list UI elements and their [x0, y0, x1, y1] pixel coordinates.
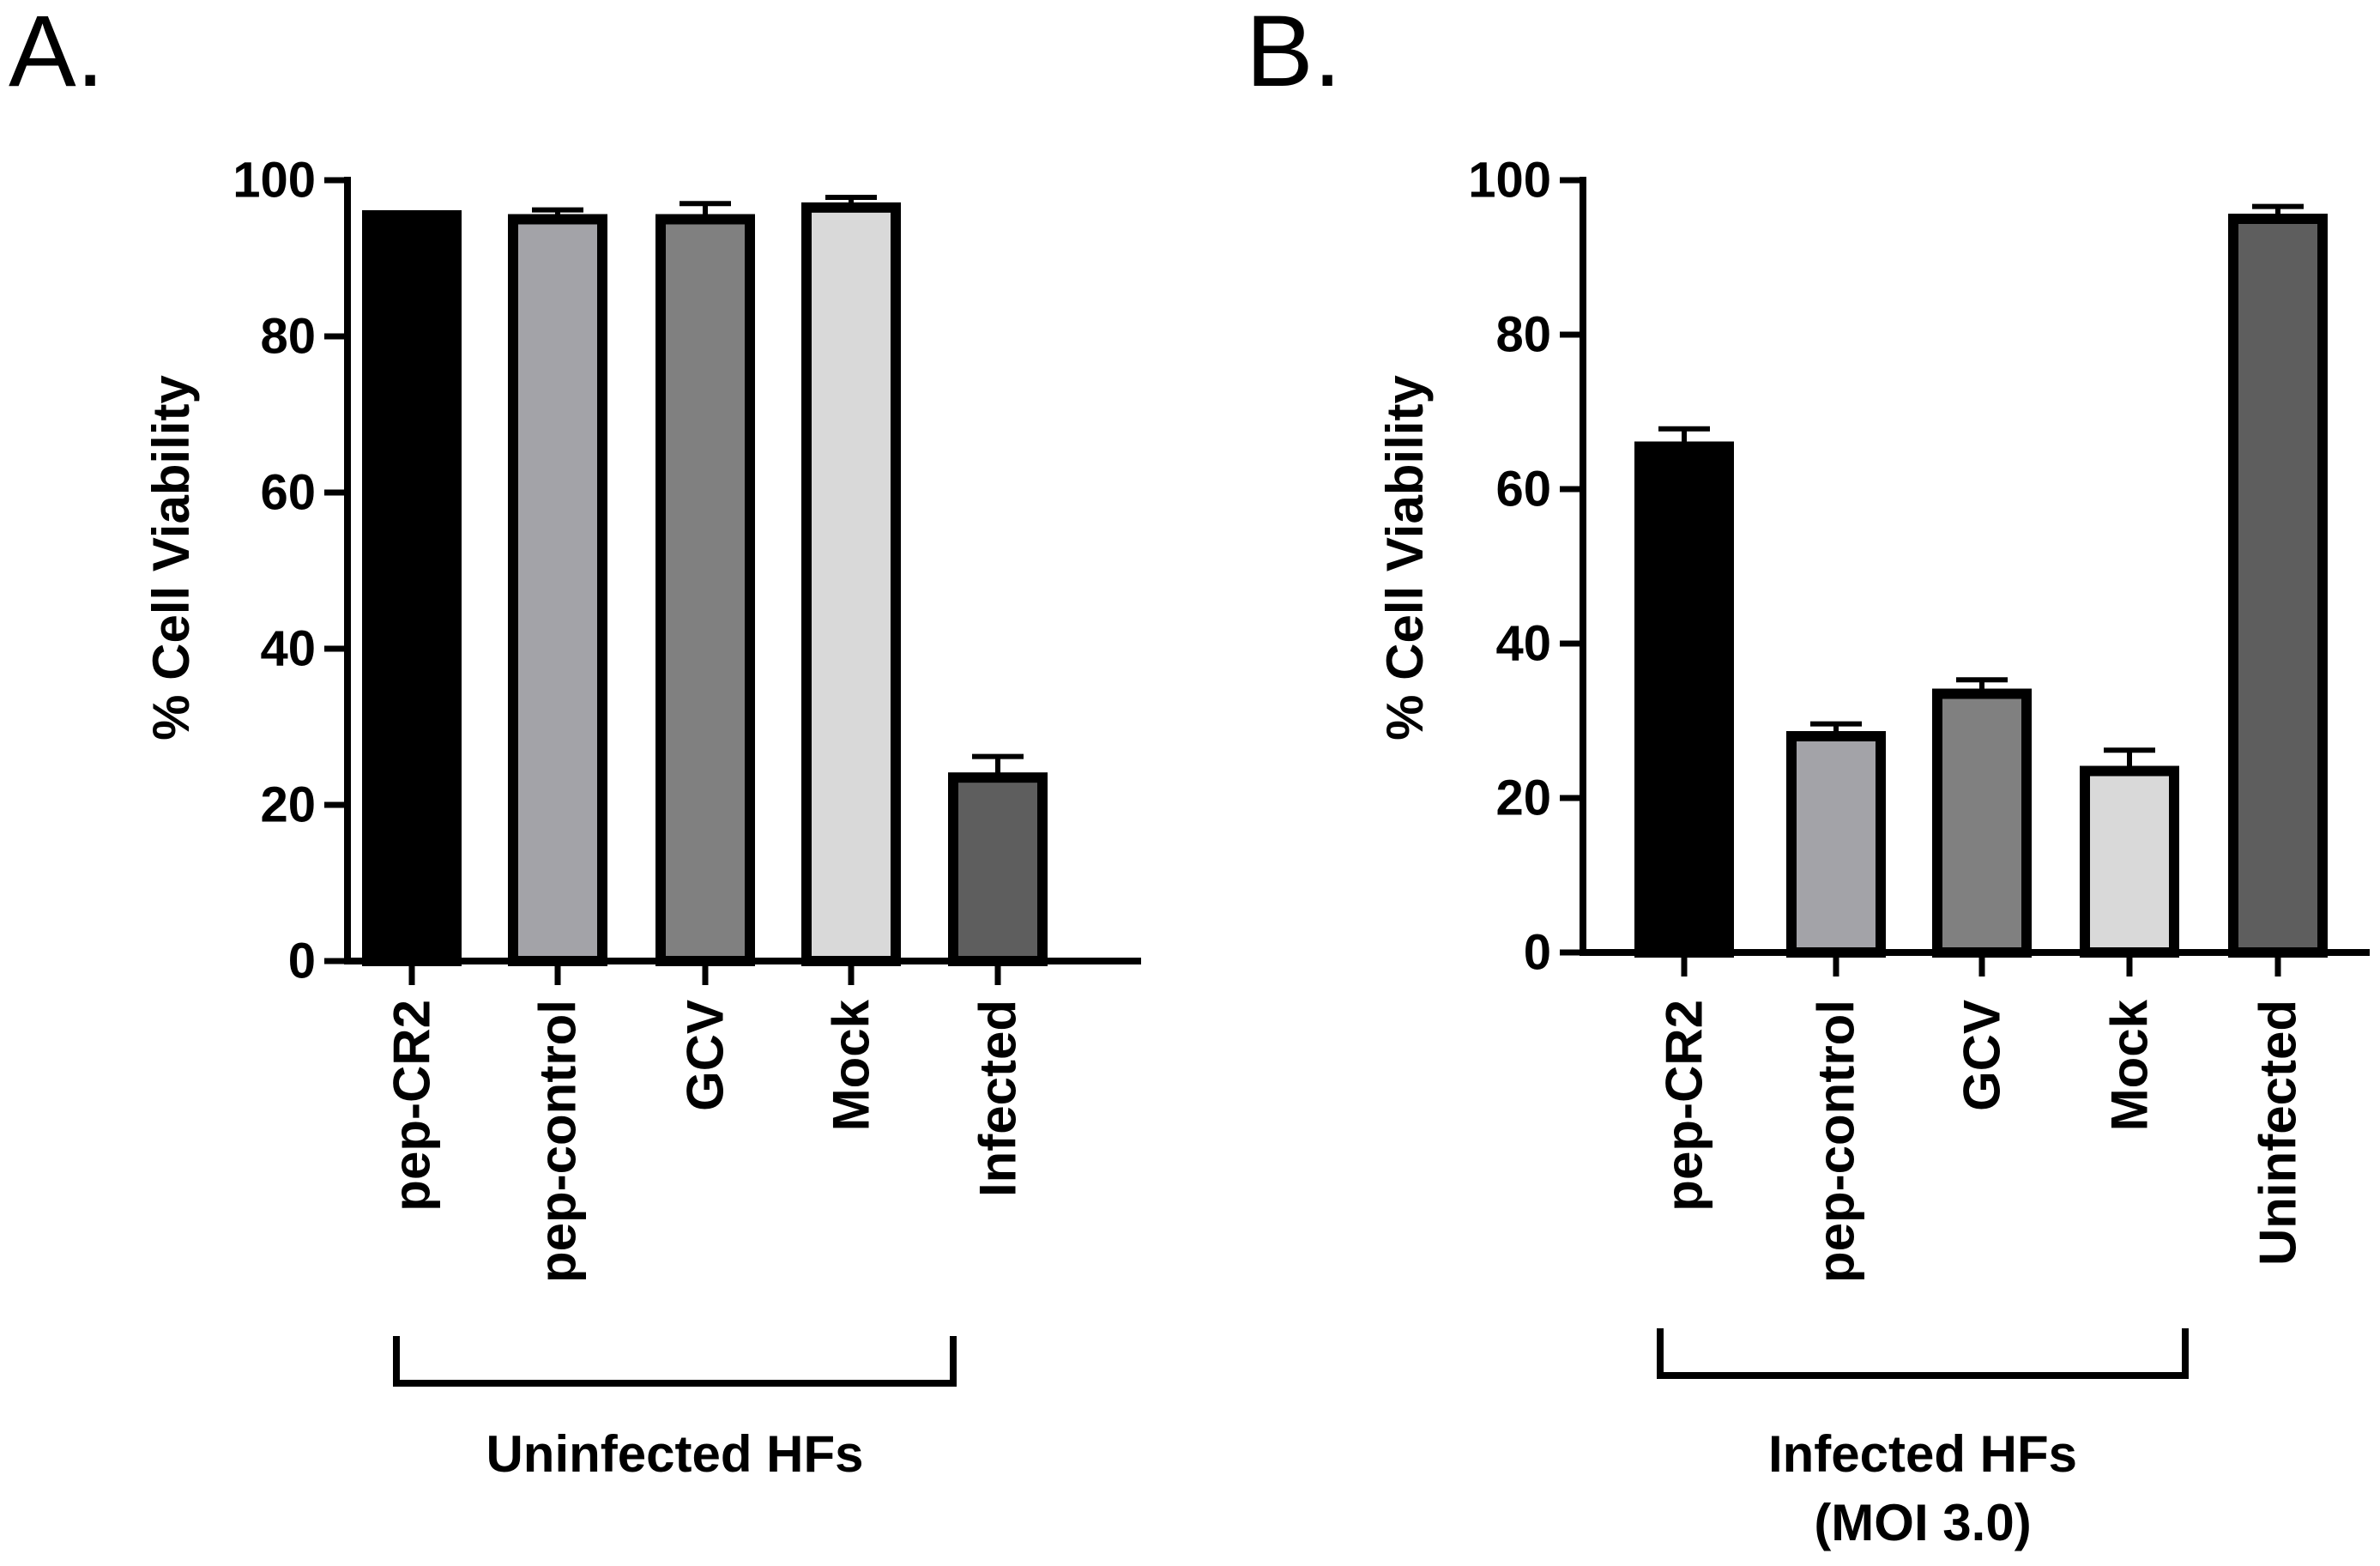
panel-b-category-label-1: pep-control	[1808, 1000, 1865, 1283]
panel-b-category-label-0: pep-CR2	[1656, 1000, 1713, 1212]
panel-b-bar-3	[2080, 765, 2179, 958]
panel-b-bracket-line	[1657, 1328, 2189, 1379]
panel-b-y-tick-label-1: 20	[1495, 771, 1551, 826]
panel-a-y-tick-label-0: 0	[288, 934, 316, 989]
panel-b-bar-1	[1786, 731, 1886, 958]
panel-a-bar-0	[362, 209, 462, 966]
panel-a-letter: A.	[9, 0, 105, 108]
panel-a-y-tick-label-4: 80	[260, 309, 316, 365]
panel-b-bar-0	[1634, 441, 1734, 958]
panel-b-bar-2	[1932, 688, 2032, 958]
panel-b-axes: pep-CR2 pep-control GCV Mock Uninfected 0 20 40…	[1468, 153, 2370, 1283]
panel-b-y-tick-label-4: 80	[1495, 307, 1551, 363]
panel-a-group-label-0: Uninfected HFs	[486, 1425, 863, 1483]
panel-b-y-axis-title: % Cell Viability	[1376, 375, 1434, 741]
panel-a-bars	[362, 195, 1048, 967]
panel-a-category-label-3: Mock	[823, 999, 880, 1131]
panel-a-category-label-1: pep-control	[529, 1000, 587, 1283]
panel-a-category-label-0: pep-CR2	[384, 1000, 441, 1212]
panel-a: A. % Cell Viability pep-CR2 pep-control GC…	[9, 0, 1141, 1483]
panel-a-bar-3	[801, 202, 901, 967]
panel-b-group-label-0: Infected HFs	[1768, 1425, 2077, 1483]
panel-a-y-tick-label-1: 20	[260, 777, 316, 833]
panel-b-category-label-4: Uninfected	[2250, 1000, 2307, 1266]
panel-b: B. % Cell Viability pep-CR2 pep-control GC…	[1246, 0, 2370, 1551]
panel-b-bar-4	[2228, 214, 2328, 958]
panel-b-y-tick-label-5: 100	[1468, 153, 1551, 209]
panel-b-group-label-1: (MOI 3.0)	[1814, 1494, 2031, 1551]
panel-a-category-label-4: Infected	[970, 1000, 1027, 1197]
panel-a-group-bracket: Uninfected HFs	[393, 1336, 957, 1483]
panel-b-category-label-2: GCV	[1954, 1000, 2011, 1111]
panel-a-y-tick-label-2: 40	[260, 621, 316, 677]
panel-a-bar-2	[655, 214, 755, 966]
panel-a-y-tick-label-3: 60	[260, 465, 316, 521]
panel-b-y-tick-label-0: 0	[1524, 925, 1551, 981]
panel-b-bars	[1634, 203, 2328, 958]
panel-a-y-axis-title: % Cell Viability	[142, 375, 200, 741]
panel-a-bar-4	[948, 772, 1048, 967]
panel-a-category-label-2: GCV	[677, 1000, 734, 1111]
panel-a-bar-1	[508, 214, 607, 966]
panel-b-group-bracket: Infected HFs (MOI 3.0)	[1657, 1328, 2189, 1551]
panel-b-y-tick-label-3: 60	[1495, 462, 1551, 517]
panel-a-y-tick-label-5: 100	[233, 153, 316, 209]
panel-a-axes: pep-CR2 pep-control GCV Mock Infected 0 20 40 60…	[233, 153, 1141, 1283]
panel-a-bracket-line	[393, 1336, 957, 1387]
panel-b-letter: B.	[1246, 0, 1342, 108]
panel-b-y-tick-label-2: 40	[1495, 616, 1551, 672]
panel-b-category-label-3: Mock	[2101, 999, 2159, 1131]
